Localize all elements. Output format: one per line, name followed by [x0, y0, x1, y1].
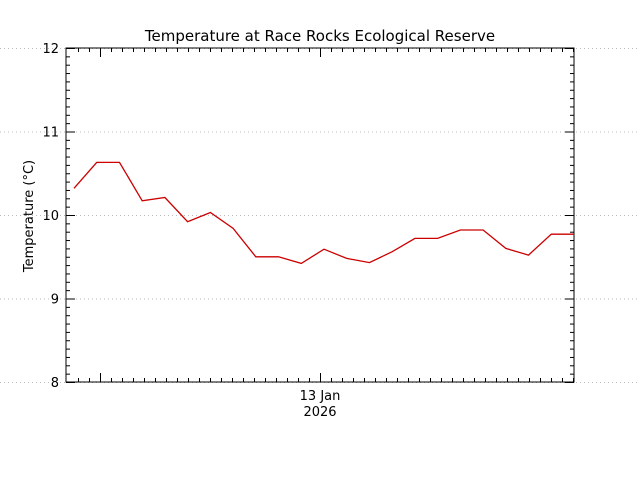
y-tick-label: 10 [42, 209, 59, 224]
y-tick-label: 8 [51, 376, 59, 391]
plot-frame [65, 47, 575, 383]
x-tick-label-date: 13 Jan [300, 389, 341, 404]
y-tick-label: 9 [51, 293, 59, 308]
x-tick-label-year: 2026 [303, 405, 336, 420]
temperature-series-line [73, 161, 574, 265]
y-tick-labels: 8 9 10 11 12 [42, 42, 59, 391]
y-tick-label: 11 [42, 126, 59, 141]
gridlines [0, 48, 640, 383]
y-tick-label: 12 [42, 42, 59, 57]
chart-title: Temperature at Race Rocks Ecological Res… [144, 27, 495, 45]
axis-ticks [66, 48, 574, 383]
y-axis-label: Temperature (°C) [22, 160, 37, 273]
